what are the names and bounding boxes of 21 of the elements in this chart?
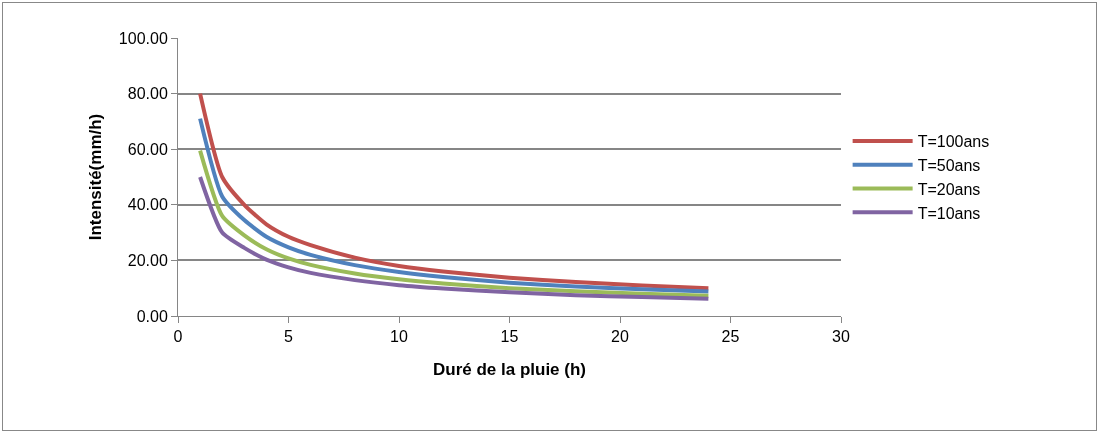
y-tick-label: 100.00: [118, 29, 168, 47]
y-tick-label: 0.00: [136, 307, 168, 325]
legend-label: T=100ans: [917, 133, 990, 151]
x-tick-label: 5: [284, 328, 294, 346]
x-tick-label: 20: [611, 328, 629, 346]
y-axis-title: Intensité(mm/h): [86, 113, 106, 241]
y-tick-label: 60.00: [127, 140, 168, 158]
x-tick-label: 30: [832, 328, 850, 346]
legend-label: T=10ans: [917, 204, 981, 222]
y-tick-label: 80.00: [127, 85, 168, 103]
legend-label: T=50ans: [917, 156, 981, 174]
x-tick-label: 15: [500, 328, 519, 346]
line-series: [198, 148, 711, 298]
x-tick-label: 0: [173, 328, 183, 346]
line-series: [198, 175, 711, 301]
y-tick-label: 20.00: [127, 252, 168, 269]
x-axis-title: Duré de la pluie (h): [432, 359, 587, 379]
x-tick-label: 25: [721, 328, 740, 346]
x-tick-label: 10: [390, 328, 408, 346]
y-tick-label: 40.00: [127, 196, 168, 214]
legend-label: T=20ans: [917, 180, 981, 198]
